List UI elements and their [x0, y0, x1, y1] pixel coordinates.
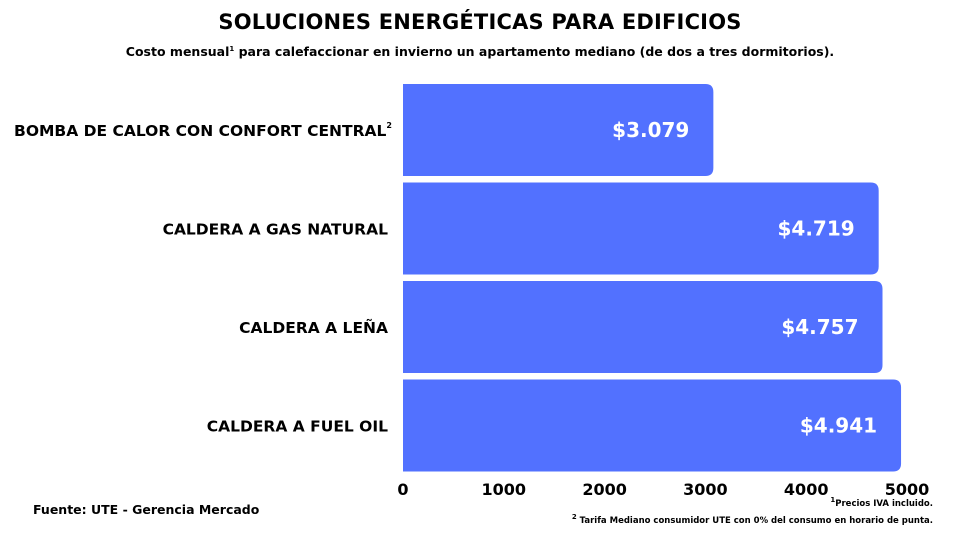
footnote-text: Precios IVA incluido.: [835, 499, 933, 509]
footnote-1: 1Precios IVA incluido.: [830, 496, 933, 509]
subtitle-text: Costo mensual: [125, 44, 230, 59]
bar: [403, 182, 879, 275]
data-label: $3.079: [612, 118, 689, 142]
x-tick-label: 3000: [683, 480, 728, 499]
x-tick-label: 5000: [885, 480, 930, 499]
source-note: Fuente: UTE - Gerencia Mercado: [33, 502, 260, 517]
chart-subtitle: Costo mensual1 para calefaccionar en inv…: [0, 44, 960, 59]
x-tick-label: 4000: [784, 480, 829, 499]
data-label: $4.719: [777, 217, 854, 241]
category-label: CALDERA A LEÑA: [239, 318, 388, 337]
footnote-2: 2 Tarifa Mediano consumidor UTE con 0% d…: [571, 513, 933, 526]
bar: [403, 84, 714, 176]
footnote-mark: 2: [571, 513, 577, 522]
footnote-text: Tarifa Mediano consumidor UTE con 0% del…: [579, 516, 933, 526]
x-tick-label: 2000: [582, 480, 627, 499]
bar: [403, 281, 883, 373]
subtitle-text-rest: para calefaccionar en invierno un aparta…: [234, 44, 835, 59]
category-label: CALDERA A FUEL OIL: [207, 418, 388, 436]
subtitle-footnote-mark: 1: [229, 44, 235, 53]
category-label: CALDERA A GAS NATURAL: [163, 221, 389, 239]
footnote-mark: 1: [830, 496, 836, 505]
x-tick-label: 1000: [482, 480, 527, 499]
data-label: $4.941: [800, 414, 877, 438]
bar: [403, 379, 902, 472]
x-tick-label: 0: [397, 480, 408, 499]
chart-title: SOLUCIONES ENERGÉTICAS PARA EDIFICIOS: [218, 10, 742, 34]
category-label: BOMBA DE CALOR CON CONFORT CENTRAL2: [14, 121, 392, 140]
data-label: $4.757: [781, 315, 858, 339]
category-footnote-mark: 2: [386, 121, 392, 130]
